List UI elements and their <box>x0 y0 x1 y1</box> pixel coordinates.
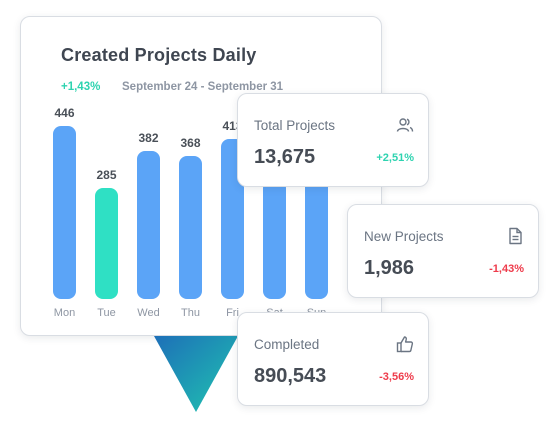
bar-tue[interactable] <box>95 188 118 299</box>
chart-title: Created Projects Daily <box>61 45 257 65</box>
document-icon <box>509 227 522 245</box>
bar-sat[interactable] <box>263 180 286 299</box>
new-projects-card[interactable]: New Projects 1,986 -1,43% <box>347 204 539 298</box>
total-projects-label: Total Projects <box>254 118 336 133</box>
total-projects-change: +2,51% <box>376 152 414 164</box>
total-projects-value: 13,675 <box>254 146 316 168</box>
completed-label: Completed <box>254 337 320 352</box>
bar-thu[interactable] <box>179 156 202 299</box>
completed-card[interactable]: Completed 890,543 -3,56% <box>237 312 429 406</box>
bar-mon[interactable] <box>53 126 76 299</box>
thumbs-up-icon <box>396 336 414 353</box>
x-tick-label: Tue <box>97 307 116 319</box>
x-tick-label: Mon <box>53 307 76 319</box>
bar-value-label: 285 <box>96 168 117 182</box>
x-tick-label: Wed <box>137 307 160 319</box>
total-projects-card[interactable]: Total Projects 13,675 +2,51% <box>237 93 429 187</box>
bar-value-label: 382 <box>138 131 159 145</box>
bar-value-label: 368 <box>180 136 201 150</box>
new-projects-change: -1,43% <box>489 263 524 275</box>
funnel-triangle-icon <box>154 336 238 412</box>
bar-value-label: 446 <box>54 106 75 120</box>
users-icon <box>396 118 414 132</box>
completed-value: 890,543 <box>254 365 327 387</box>
completed-change: -3,56% <box>379 371 414 383</box>
chart-change-percent: +1,43% <box>61 81 101 93</box>
x-tick-label: Fri <box>226 307 239 319</box>
x-tick-label: Thu <box>181 307 200 319</box>
new-projects-value: 1,986 <box>364 257 415 279</box>
new-projects-label: New Projects <box>364 229 444 244</box>
chart-date-range: September 24 - September 31 <box>122 81 284 93</box>
bar-wed[interactable] <box>137 151 160 299</box>
